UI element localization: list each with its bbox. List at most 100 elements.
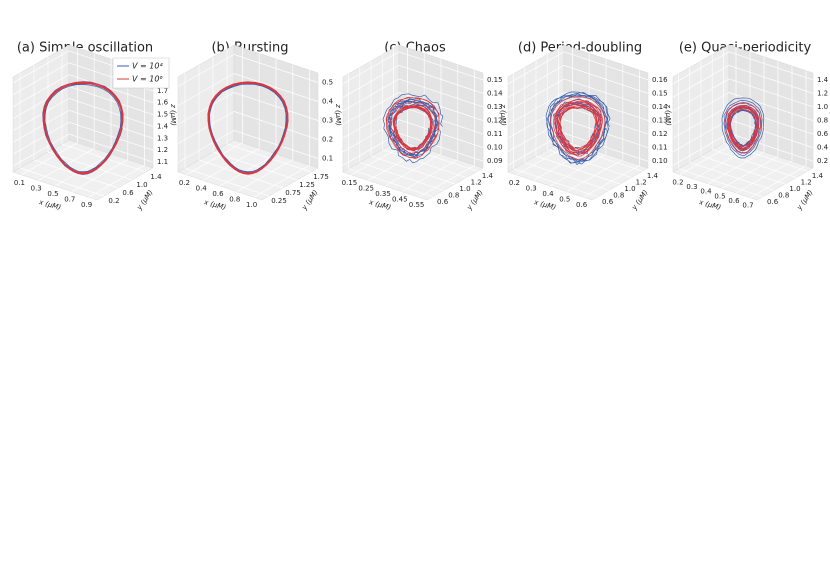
- grid-line: [507, 78, 565, 112]
- grid-line: [68, 98, 154, 127]
- x-tick-label: 0.1: [14, 179, 25, 187]
- grid-line: [524, 162, 609, 191]
- z-tick-label: 0.8: [817, 117, 828, 125]
- grid-line: [236, 159, 293, 192]
- grid-line: [672, 132, 730, 166]
- z-tick-label: 0.15: [652, 89, 668, 97]
- grid-line: [342, 51, 400, 85]
- grid-line: [513, 168, 598, 198]
- grid-line: [177, 92, 235, 125]
- z-tick-label: 1.0: [817, 103, 828, 111]
- grid-line: [88, 164, 145, 198]
- grid-line: [198, 159, 284, 189]
- z-tick-label: 0.12: [652, 130, 668, 138]
- grid-line: [186, 142, 243, 176]
- grid-line: [689, 162, 774, 191]
- x-tick-label: 0.7: [742, 202, 753, 210]
- panel: (b) Bursting0.20.40.60.81.00.250.751.251…: [177, 41, 342, 212]
- y-tick-label: 1.0: [459, 185, 470, 193]
- grid-line: [12, 74, 70, 107]
- y-tick-label: 0.8: [613, 191, 624, 199]
- grid-line: [728, 78, 814, 108]
- z-tick-label: 1.7: [157, 87, 168, 95]
- grid-line: [12, 62, 70, 96]
- x-tick-label: 0.2: [672, 178, 683, 186]
- grid-line: [672, 51, 730, 85]
- grid-line: [233, 54, 319, 83]
- grid-line: [672, 105, 730, 139]
- x-tick-label: 0.25: [358, 184, 374, 192]
- y-tick-label: 1.2: [801, 179, 812, 187]
- y-tick-label: 1.0: [789, 185, 800, 193]
- x-tick-label: 0.6: [212, 190, 224, 198]
- grid-line: [68, 133, 154, 163]
- grid-line: [253, 164, 310, 198]
- x-axis-label: x (μM): [532, 198, 557, 212]
- z-tick-label: 0.14: [487, 89, 503, 97]
- grid-line: [342, 78, 400, 112]
- z-tick-label: 0.11: [487, 130, 503, 138]
- grid-line: [21, 142, 78, 176]
- x-tick-label: 0.2: [509, 179, 520, 187]
- grid-line: [47, 151, 133, 181]
- x-tick-label: 0.4: [700, 188, 712, 196]
- z-tick-label: 0.1: [322, 155, 333, 163]
- trajectory: [208, 82, 288, 174]
- y-tick-label: 1.75: [313, 173, 329, 181]
- y-tick-label: 0.25: [271, 197, 287, 205]
- grid-line: [507, 92, 565, 125]
- x-tick-label: 0.5: [714, 192, 725, 200]
- z-tick-label: 1.5: [157, 111, 168, 119]
- grid-line: [342, 92, 400, 125]
- grid-line: [342, 132, 400, 166]
- z-tick-label: 1.6: [157, 99, 169, 107]
- x-tick-label: 0.3: [686, 183, 697, 191]
- grid-line: [233, 130, 319, 159]
- grid-line: [507, 105, 565, 139]
- grid-line: [672, 78, 730, 112]
- z-tick-label: 0.14: [652, 103, 668, 111]
- z-tick-label: 0.13: [487, 103, 503, 111]
- x-tick-label: 0.4: [542, 190, 554, 198]
- x-tick-label: 0.15: [342, 179, 358, 187]
- grid-line: [359, 162, 444, 191]
- grid-line: [71, 159, 128, 192]
- z-axis-label: z (μM): [169, 103, 177, 126]
- z-tick-label: 0.15: [487, 76, 503, 84]
- grid-line: [12, 98, 70, 131]
- trajectory: [550, 96, 606, 160]
- grid-line: [535, 155, 621, 185]
- grid-line: [177, 54, 235, 87]
- panel: (a) Simple oscillation 0.1 0.3 0.5 0.7 0.9 0.2…: [12, 41, 177, 212]
- grid-line: [398, 92, 484, 121]
- grid-line: [563, 65, 649, 94]
- grid-line: [507, 132, 565, 166]
- z-tick-label: 0.12: [487, 117, 503, 125]
- z-tick-label: 1.1: [157, 158, 168, 166]
- grid-line: [728, 65, 814, 94]
- y-axis-label: y (μM): [300, 188, 320, 212]
- grid-line: [507, 65, 565, 98]
- grid-line: [233, 111, 319, 140]
- grid-line: [12, 121, 70, 155]
- grid-line: [672, 119, 730, 152]
- grid-line: [398, 105, 484, 135]
- grid-line: [398, 132, 484, 162]
- y-tick-label: 1.2: [471, 179, 482, 187]
- grid-line: [177, 73, 235, 106]
- y-tick-label: 1.2: [636, 179, 647, 187]
- x-tick-label: 0.35: [375, 190, 391, 198]
- grid-line: [672, 65, 730, 98]
- x-axis-label: x (μM): [367, 198, 392, 212]
- x-tick-label: 0.5: [47, 190, 58, 198]
- x-tick-label: 0.45: [392, 196, 408, 204]
- z-tick-label: 0.6: [817, 130, 829, 138]
- x-tick-label: 0.3: [31, 184, 42, 192]
- trajectory: [42, 81, 124, 175]
- grid-line: [728, 119, 814, 148]
- panel-title: (a) Simple oscillation: [17, 41, 153, 56]
- grid-line: [12, 110, 70, 143]
- grid-line: [12, 133, 70, 167]
- grid-line: [563, 78, 649, 108]
